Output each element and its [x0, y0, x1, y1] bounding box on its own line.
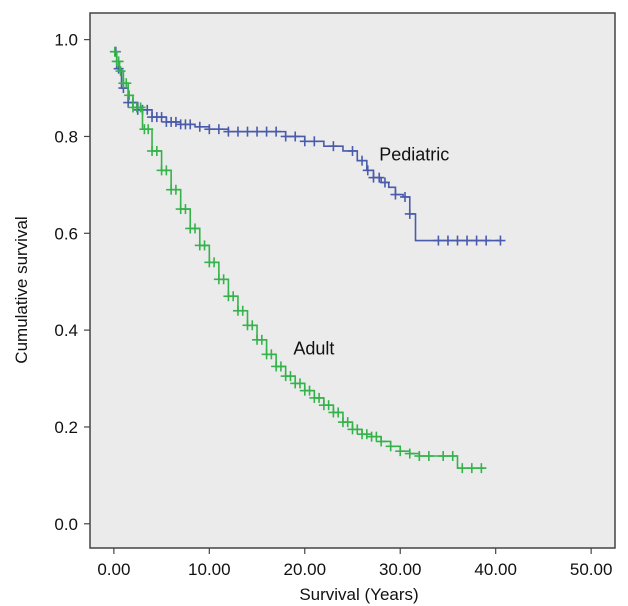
- y-tick-label: 0.4: [54, 321, 78, 340]
- plot-area: [90, 13, 615, 548]
- x-tick-label: 40.00: [474, 560, 517, 579]
- y-tick-label: 0.2: [54, 418, 78, 437]
- x-axis-title: Survival (Years): [299, 585, 418, 604]
- x-tick-label: 50.00: [570, 560, 613, 579]
- pediatric-label: Pediatric: [379, 145, 449, 165]
- y-axis: 0.0 0.2 0.4 0.6 0.8 1.0: [54, 31, 90, 534]
- x-tick-label: 30.00: [379, 560, 422, 579]
- x-tick-label: 20.00: [283, 560, 326, 579]
- x-tick-label: 10.00: [188, 560, 231, 579]
- x-axis: 0.00 10.00 20.00 30.00 40.00 50.00: [97, 548, 612, 579]
- y-tick-label: 1.0: [54, 31, 78, 50]
- y-tick-label: 0.6: [54, 224, 78, 243]
- y-axis-title: Cumulative survival: [12, 216, 31, 363]
- y-tick-label: 0.0: [54, 515, 78, 534]
- y-tick-label: 0.8: [54, 127, 78, 146]
- x-tick-label: 0.00: [97, 560, 130, 579]
- adult-label: Adult: [293, 338, 334, 358]
